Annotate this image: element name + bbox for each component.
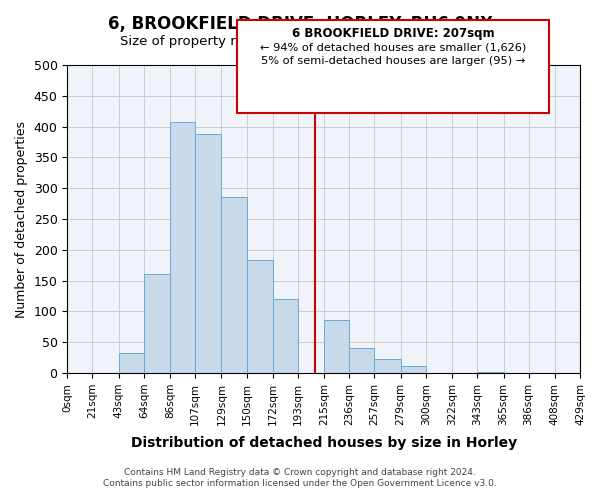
Text: 5% of semi-detached houses are larger (95) →: 5% of semi-detached houses are larger (9…	[261, 56, 525, 66]
Bar	[273, 299, 298, 373]
Bar	[170, 122, 195, 373]
Bar	[247, 260, 273, 373]
Text: 6, BROOKFIELD DRIVE, HORLEY, RH6 9NX: 6, BROOKFIELD DRIVE, HORLEY, RH6 9NX	[107, 15, 493, 33]
Bar	[221, 198, 247, 373]
Text: Contains HM Land Registry data © Crown copyright and database right 2024.
Contai: Contains HM Land Registry data © Crown c…	[103, 468, 497, 487]
Bar	[374, 360, 401, 373]
Bar	[119, 352, 144, 373]
Bar	[477, 372, 503, 373]
Bar	[401, 366, 426, 373]
Y-axis label: Number of detached properties: Number of detached properties	[15, 120, 28, 318]
Bar	[195, 134, 221, 373]
Text: 6 BROOKFIELD DRIVE: 207sqm: 6 BROOKFIELD DRIVE: 207sqm	[292, 28, 494, 40]
X-axis label: Distribution of detached houses by size in Horley: Distribution of detached houses by size …	[131, 436, 517, 450]
Bar	[324, 320, 349, 373]
Bar	[144, 274, 170, 373]
Text: Size of property relative to detached houses in Horley: Size of property relative to detached ho…	[119, 35, 481, 48]
Bar	[349, 348, 374, 373]
Text: ← 94% of detached houses are smaller (1,626): ← 94% of detached houses are smaller (1,…	[260, 42, 526, 52]
